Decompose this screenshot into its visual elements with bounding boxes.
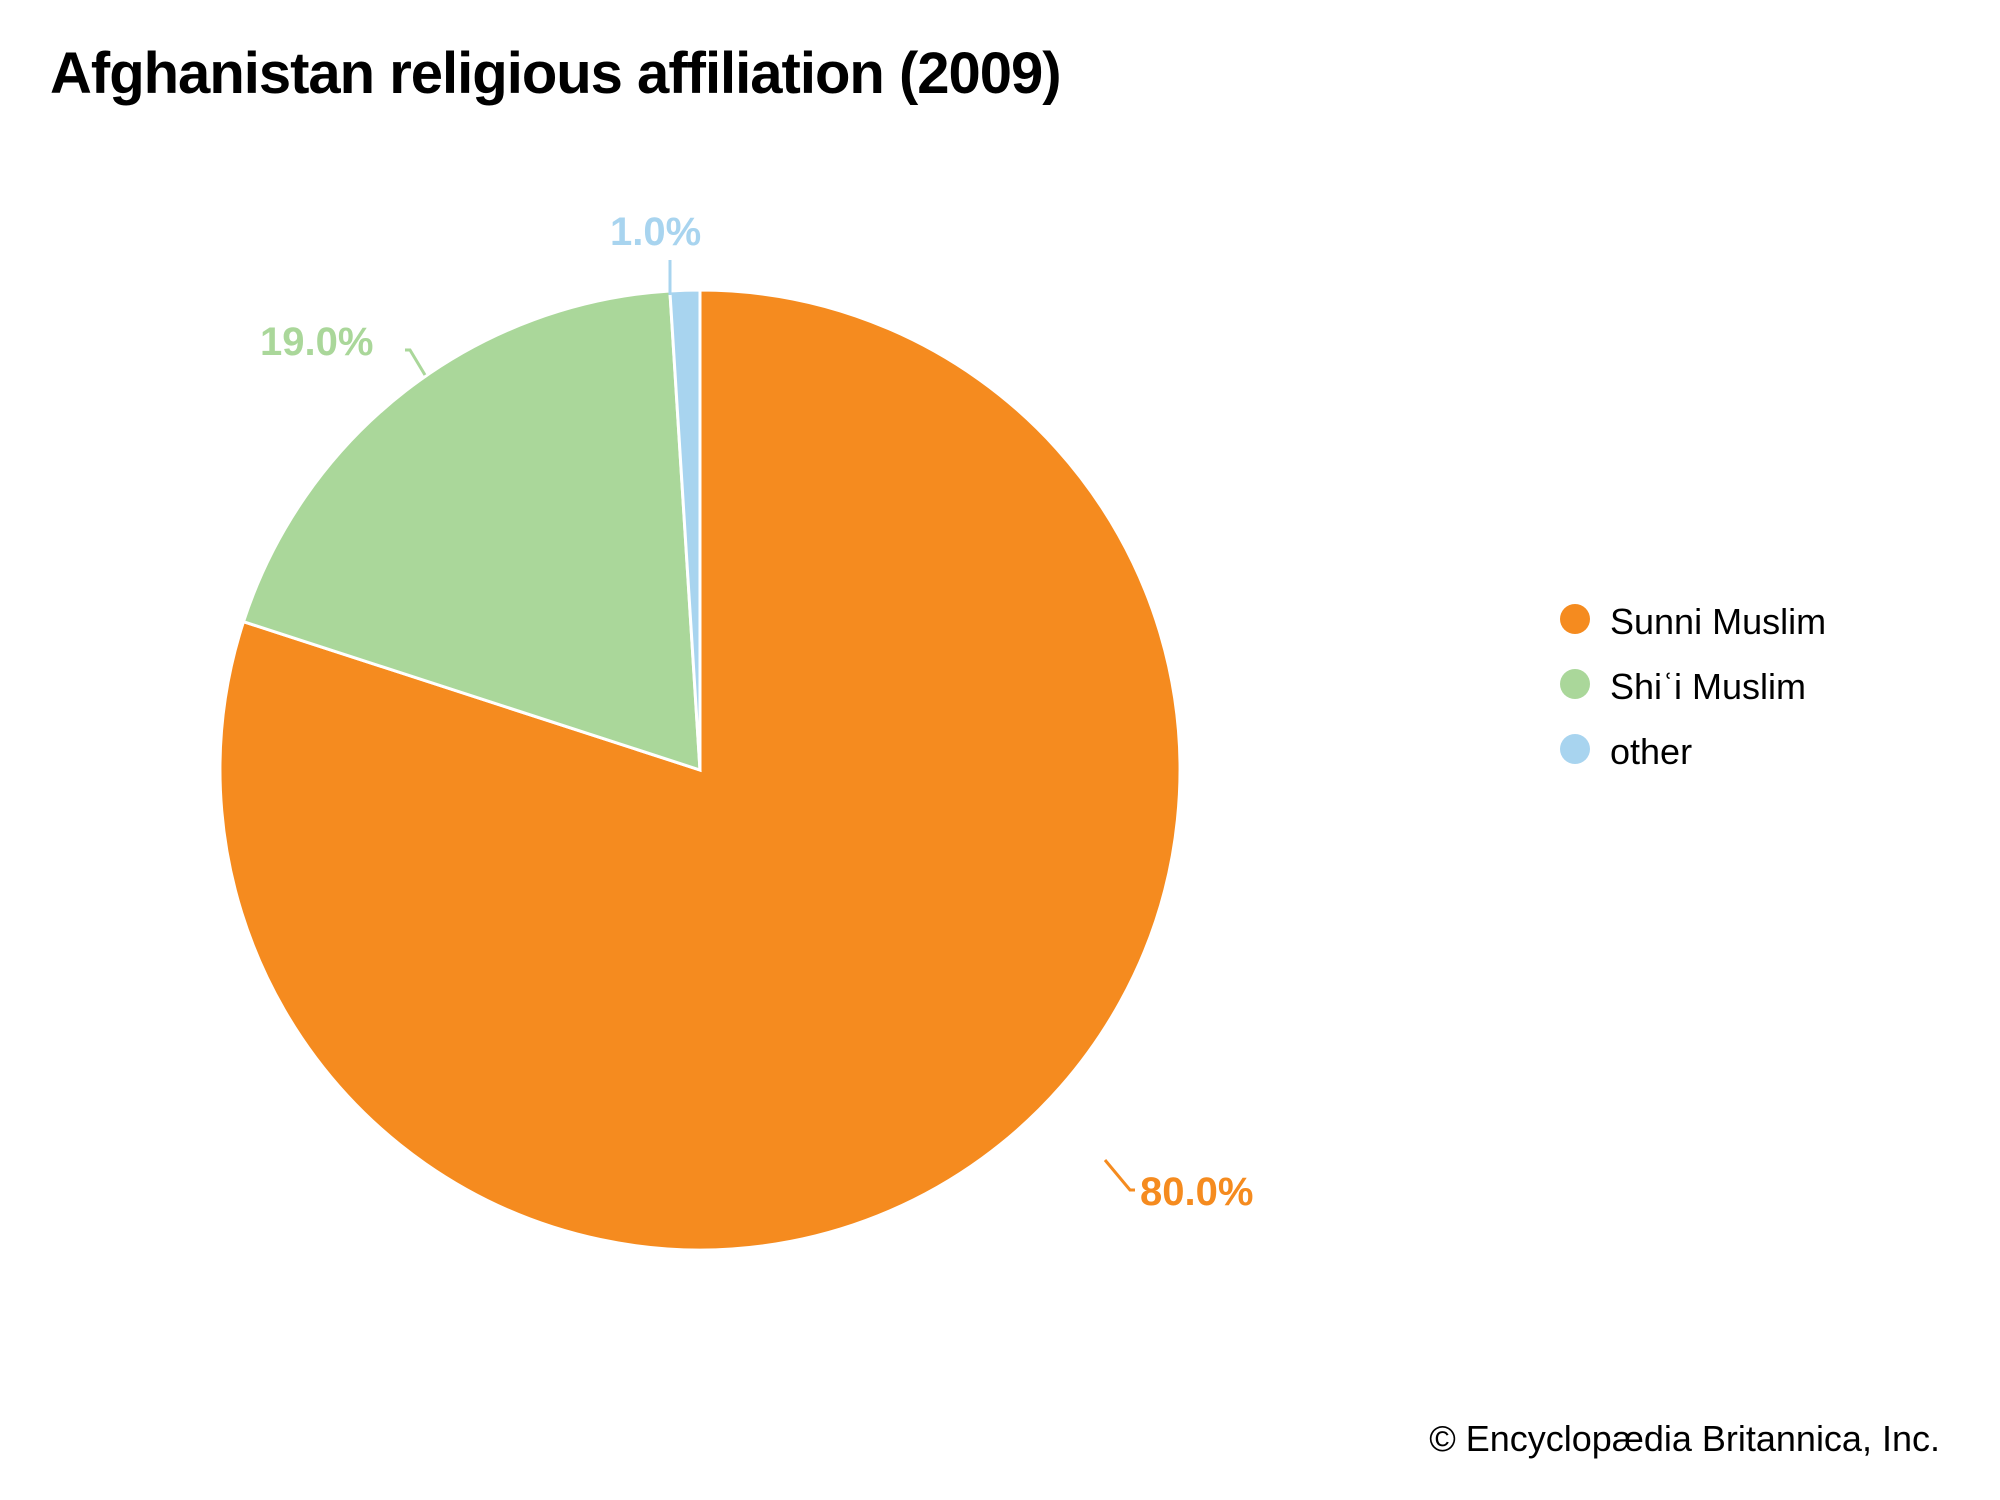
legend: Sunni Muslim Shiʿi Muslim other [1560, 600, 1826, 796]
legend-item-0: Sunni Muslim [1560, 600, 1826, 643]
slice-label-other: 1.0% [610, 210, 701, 255]
slice-label-shii: 19.0% [260, 320, 373, 365]
copyright-text: © Encyclopædia Britannica, Inc. [1429, 1418, 1940, 1460]
legend-marker-icon [1560, 669, 1590, 699]
legend-label: Shiʿi Muslim [1610, 665, 1806, 708]
legend-marker-icon [1560, 734, 1590, 764]
legend-item-1: Shiʿi Muslim [1560, 665, 1826, 708]
legend-label: other [1610, 730, 1692, 773]
legend-label: Sunni Muslim [1610, 600, 1826, 643]
leader-line-shii [405, 350, 425, 375]
legend-marker-icon [1560, 604, 1590, 634]
slice-label-sunni: 80.0% [1140, 1170, 1253, 1215]
leader-line-sunni [1105, 1160, 1135, 1190]
legend-item-2: other [1560, 730, 1826, 773]
